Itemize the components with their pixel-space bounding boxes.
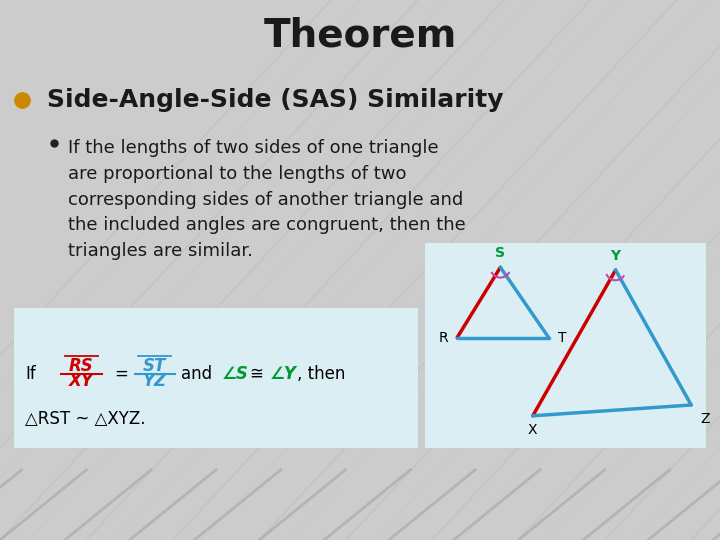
Text: , then: , then — [297, 364, 346, 383]
Text: If the lengths of two sides of one triangle
are proportional to the lengths of t: If the lengths of two sides of one trian… — [68, 139, 466, 260]
Text: XY: XY — [69, 372, 94, 390]
Text: =: = — [114, 364, 127, 383]
Text: and: and — [181, 364, 212, 383]
Text: ≅: ≅ — [249, 364, 263, 383]
Text: Y: Y — [611, 249, 621, 263]
FancyBboxPatch shape — [425, 243, 706, 448]
Text: YZ: YZ — [143, 372, 167, 390]
Text: T: T — [558, 330, 567, 345]
Text: R: R — [438, 330, 448, 345]
Text: Theorem: Theorem — [264, 16, 456, 54]
Text: △RST ~ △XYZ.: △RST ~ △XYZ. — [25, 409, 145, 428]
FancyBboxPatch shape — [14, 308, 418, 448]
Text: ∠Y: ∠Y — [270, 364, 297, 383]
Text: ∠S: ∠S — [222, 364, 248, 383]
Text: Z: Z — [701, 412, 710, 426]
Text: If: If — [25, 364, 36, 383]
Text: S: S — [495, 246, 505, 260]
Text: Side-Angle-Side (SAS) Similarity: Side-Angle-Side (SAS) Similarity — [47, 88, 503, 112]
Text: RS: RS — [69, 357, 94, 375]
Text: ST: ST — [143, 357, 166, 375]
Text: X: X — [528, 423, 538, 437]
